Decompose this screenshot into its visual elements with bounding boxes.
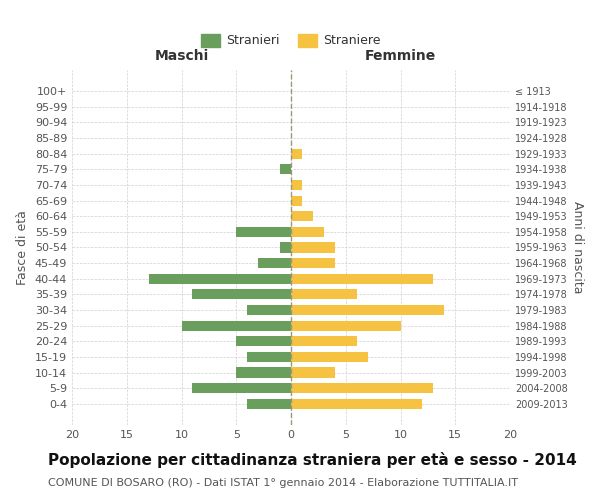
Text: Femmine: Femmine (365, 49, 436, 63)
Bar (291, 290, 356, 300)
Bar (193, 290, 291, 300)
Bar (247, 398, 291, 409)
Bar (258, 258, 291, 268)
Bar (182, 320, 291, 330)
Bar (236, 227, 291, 237)
Bar (291, 398, 422, 409)
Bar (291, 320, 401, 330)
Text: Maschi: Maschi (154, 49, 209, 63)
Bar (291, 383, 433, 393)
Bar (291, 211, 313, 222)
Bar (291, 305, 444, 315)
Bar (236, 336, 291, 346)
Bar (280, 242, 291, 252)
Bar (291, 180, 302, 190)
Bar (291, 258, 335, 268)
Bar (247, 305, 291, 315)
Text: COMUNE DI BOSARO (RO) - Dati ISTAT 1° gennaio 2014 - Elaborazione TUTTITALIA.IT: COMUNE DI BOSARO (RO) - Dati ISTAT 1° ge… (48, 478, 518, 488)
Bar (236, 368, 291, 378)
Bar (291, 196, 302, 205)
Legend: Stranieri, Straniere: Stranieri, Straniere (197, 30, 385, 51)
Bar (291, 352, 368, 362)
Bar (291, 336, 356, 346)
Bar (193, 383, 291, 393)
Bar (291, 274, 433, 284)
Bar (149, 274, 291, 284)
Bar (247, 352, 291, 362)
Bar (280, 164, 291, 174)
Bar (291, 148, 302, 159)
Text: Popolazione per cittadinanza straniera per età e sesso - 2014: Popolazione per cittadinanza straniera p… (48, 452, 577, 468)
Bar (291, 242, 335, 252)
Y-axis label: Fasce di età: Fasce di età (16, 210, 29, 285)
Y-axis label: Anni di nascita: Anni di nascita (571, 201, 584, 294)
Bar (291, 227, 324, 237)
Bar (291, 368, 335, 378)
